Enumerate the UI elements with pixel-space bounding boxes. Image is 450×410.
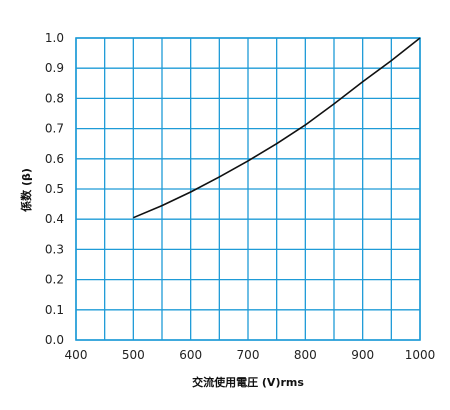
y-tick-label: 0.7 — [45, 122, 64, 136]
y-tick-label: 0.5 — [45, 182, 64, 196]
grid-layer — [75, 37, 421, 341]
y-tick-label: 0.2 — [45, 273, 64, 287]
series-line — [133, 37, 421, 219]
x-tick-label: 600 — [179, 348, 202, 362]
x-tick-label: 700 — [237, 348, 260, 362]
x-axis-title: 交流使用電圧 (V)rms — [192, 375, 304, 389]
y-tick-label: 0.1 — [45, 303, 64, 317]
y-tick-label: 0.3 — [45, 242, 64, 256]
x-tick-label: 400 — [65, 348, 88, 362]
y-tick-label: 0.4 — [45, 212, 64, 226]
y-tick-label: 1.0 — [45, 31, 64, 45]
x-tick-label: 500 — [122, 348, 145, 362]
x-tick-label: 800 — [294, 348, 317, 362]
x-tick-labels: 400 500 600 700 800 900 1000 — [65, 348, 436, 362]
plot-frame — [75, 37, 421, 341]
y-tick-label: 0.8 — [45, 91, 64, 105]
x-tick-label: 900 — [351, 348, 374, 362]
y-tick-labels: 0.0 0.1 0.2 0.3 0.4 0.5 0.6 0.7 0.8 0.9 1.0 — [45, 31, 64, 347]
y-tick-label: 0.6 — [45, 152, 64, 166]
y-axis-title: 係数 (β) — [19, 168, 33, 212]
curve-layer — [133, 37, 421, 219]
y-tick-label: 0.9 — [45, 61, 64, 75]
x-tick-label: 1000 — [405, 348, 436, 362]
y-tick-label: 0.0 — [45, 333, 64, 347]
